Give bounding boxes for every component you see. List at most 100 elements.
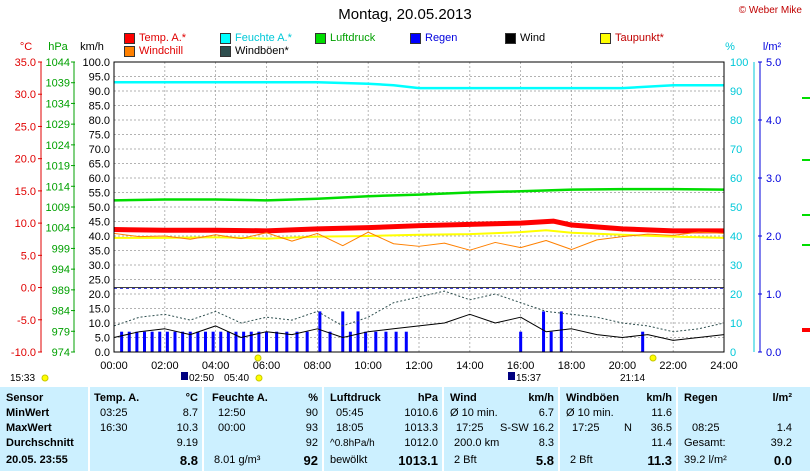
stats-col-feuchte: Feuchte A. % 12:50 90 00:00 93 92 8.01 g…	[204, 387, 322, 471]
stats-col-sensor: Sensor MinWert MaxWert Durchschnitt 20.0…	[0, 387, 88, 471]
stats-druck-max: 1013.3	[404, 422, 438, 434]
tick-x: 08:00	[304, 360, 332, 372]
tick-kmh: 100.0	[82, 57, 110, 69]
tick-percent: 0	[730, 347, 736, 359]
stats-wind-distance: 200.0 km	[454, 437, 500, 449]
stats-unit-temp: °C	[185, 392, 198, 404]
tick-celsius: 5.0	[21, 250, 36, 262]
stats-temp-min-time: 03:25	[100, 407, 128, 419]
legend-item: Windböen*	[220, 45, 289, 57]
tick-percent: 80	[730, 115, 742, 127]
tick-percent: 60	[730, 173, 742, 185]
tick-percent: 90	[730, 86, 742, 98]
stats-wind-max-time: 17:25	[456, 422, 484, 434]
rain-bar	[257, 331, 261, 352]
rain-bar	[211, 331, 215, 352]
tick-kmh: 50.0	[89, 202, 110, 214]
tick-kmh: 30.0	[89, 260, 110, 272]
stats-boeen-bft: 2 Bft	[570, 454, 593, 466]
stats-col-wind: Wind km/h Ø 10 min. 6.7 17:25 S-SW 16.2 …	[444, 387, 558, 471]
legend-label: Temp. A.*	[139, 32, 187, 44]
event-left-time: 15:33	[10, 373, 35, 384]
rain-bar	[275, 331, 279, 352]
stats-unit-wind: km/h	[528, 392, 554, 404]
rain-bar	[542, 311, 546, 352]
rain-bar	[328, 331, 332, 352]
stats-feuchte-min: 90	[305, 407, 318, 419]
axis-unit-kmh: km/h	[80, 41, 104, 53]
stats-unit-feuchte: %	[308, 392, 318, 404]
stats-regen-current: 0.0	[773, 453, 792, 468]
stats-temp-max: 10.3	[176, 422, 198, 434]
rain-bar	[234, 331, 238, 352]
tick-x: 12:00	[405, 360, 433, 372]
plot-border	[113, 61, 725, 353]
rain-bar	[341, 311, 345, 352]
stats-feuchte-current: 92	[303, 453, 318, 468]
tick-hpa: 1024	[46, 140, 70, 152]
rain-bar	[356, 311, 360, 352]
stats-feuchte-min-time: 12:50	[218, 407, 246, 419]
tick-hpa: 974	[52, 347, 70, 359]
stats-wind-max: 16.2	[532, 422, 554, 434]
tick-x: 20:00	[609, 360, 637, 372]
tick-kmh: 55.0	[89, 188, 110, 200]
tick-kmh: 65.0	[89, 159, 110, 171]
tick-x: 02:00	[151, 360, 179, 372]
sun-icon	[41, 374, 49, 382]
stats-col-temp: Temp. A. °C 03:25 8.7 16:30 10.3 9.19 8.…	[90, 387, 202, 471]
stats-druck-min-time: 05:45	[336, 407, 364, 419]
legend-swatch	[124, 32, 135, 44]
series-line	[113, 218, 724, 234]
rain-bar	[127, 331, 131, 352]
legend-label: Feuchte A.*	[235, 32, 292, 44]
tick-lm2: 0.0	[766, 347, 781, 359]
legend-item: Regen	[410, 32, 457, 44]
rain-bar	[249, 331, 253, 352]
sun-icon	[254, 354, 262, 362]
stats-header-sensor: Sensor	[6, 392, 44, 404]
legend-swatch	[600, 32, 611, 44]
tick-hpa: 1014	[46, 181, 70, 193]
tick-celsius: 0.0	[21, 283, 36, 295]
stats-wind-avg: 8.3	[538, 437, 554, 449]
rain-bar	[519, 331, 523, 352]
copyright-label: © Weber Mike	[738, 5, 802, 16]
rain-bar	[318, 311, 322, 352]
tick-hpa: 1009	[46, 202, 70, 214]
tick-hpa: 1019	[46, 161, 70, 173]
rain-bar	[150, 331, 154, 352]
rain-bar	[384, 331, 388, 352]
rain-bar	[364, 331, 368, 352]
stats-col-regen: Regen l/m² 08:25 1.4 Gesamt: 39.2 39.2 l…	[678, 387, 796, 471]
tick-kmh: 85.0	[89, 101, 110, 113]
stats-header-regen: Regen	[684, 392, 718, 404]
rain-bar	[348, 331, 352, 352]
axis-unit-celsius: °C	[20, 41, 32, 53]
stats-regen-max-time: 08:25	[692, 422, 720, 434]
tick-kmh: 10.0	[89, 318, 110, 330]
stats-boeen-avg: 11.4	[651, 437, 672, 449]
tick-percent: 50	[730, 202, 742, 214]
stats-unit-druck: hPa	[417, 392, 438, 404]
tick-hpa: 984	[52, 306, 70, 318]
stats-druck-trend: ^0.8hPa/h	[330, 438, 375, 449]
tick-kmh: 75.0	[89, 130, 110, 142]
rain-bar	[165, 331, 169, 352]
rain-bar	[265, 331, 268, 352]
stats-temp-max-time: 16:30	[100, 422, 128, 434]
legend-label: Windböen*	[235, 45, 289, 57]
stats-table: Sensor MinWert MaxWert Durchschnitt 20.0…	[0, 387, 810, 471]
tick-hpa: 979	[52, 326, 70, 338]
stats-temp-min: 8.7	[182, 407, 198, 419]
stats-header-feuchte: Feuchte A.	[212, 392, 268, 404]
tick-percent: 40	[730, 231, 742, 243]
legend-label: Luftdruck	[330, 32, 376, 44]
stats-col-boeen: Windböen km/h Ø 10 min. 11.6 17:25 N 36.…	[560, 387, 676, 471]
series-line	[113, 313, 725, 341]
tick-lm2: 5.0	[766, 57, 781, 69]
tick-x: 14:00	[456, 360, 484, 372]
tick-x: 04:00	[202, 360, 230, 372]
tick-hpa: 989	[52, 285, 70, 297]
tick-kmh: 90.0	[89, 86, 110, 98]
